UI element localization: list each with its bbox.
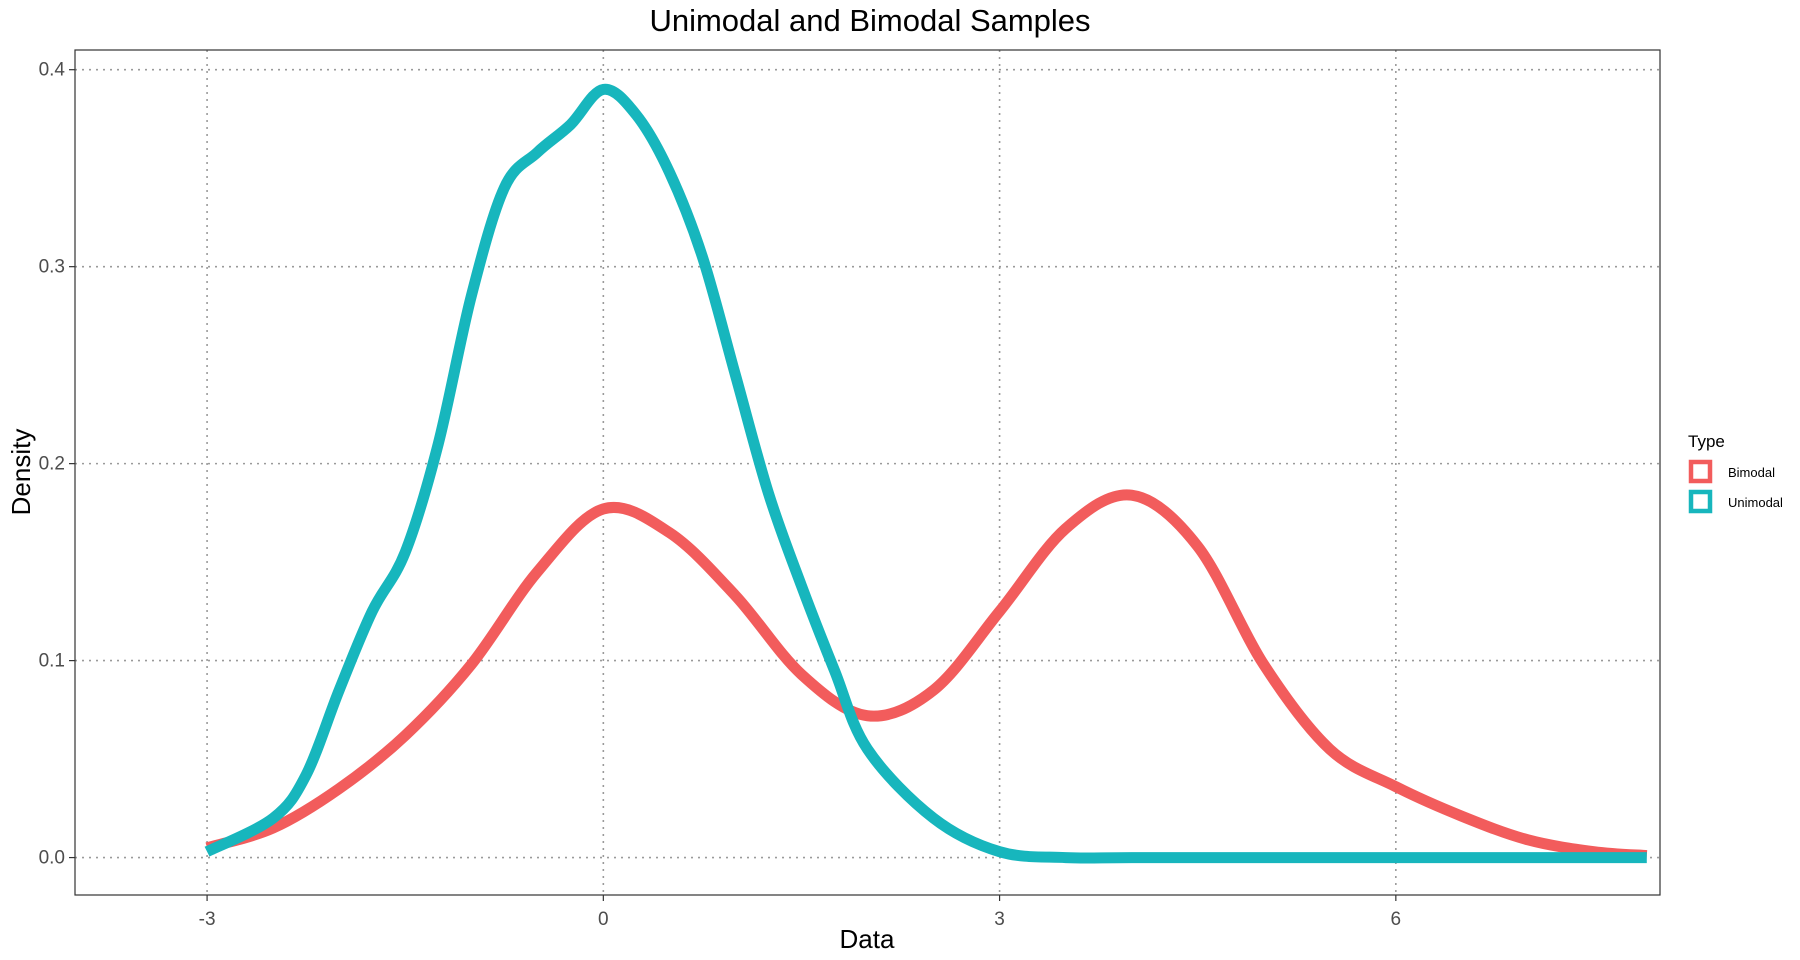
- x-tick-label: -3: [199, 909, 216, 930]
- y-tick-label: 0.3: [39, 257, 65, 278]
- y-tick-label: 0.2: [39, 454, 65, 475]
- x-axis-title: Data: [840, 924, 895, 954]
- series-lines: [204, 83, 1648, 864]
- legend-title: Type: [1688, 432, 1725, 451]
- legend-key-unimodal: [1688, 489, 1713, 514]
- series-line-unimodal: [204, 83, 1647, 864]
- legend-key-bimodal: [1688, 459, 1713, 484]
- y-tick-label: 0.0: [39, 848, 65, 869]
- legend-label-bimodal: Bimodal: [1728, 465, 1775, 480]
- y-tick-label: 0.4: [39, 60, 66, 81]
- x-tick-label: 6: [1391, 909, 1402, 930]
- plot-panel-border: [74, 49, 1661, 896]
- axes: -3 0 3 6 0.0 0.1 0.2 0.3 0.4: [39, 60, 1402, 930]
- series-line-bimodal: [205, 489, 1648, 862]
- chart-title: Unimodal and Bimodal Samples: [649, 3, 1090, 38]
- x-tick-label: 0: [598, 909, 609, 930]
- legend-label-unimodal: Unimodal: [1728, 495, 1783, 510]
- x-tick-label: 3: [994, 909, 1005, 930]
- y-tick-label: 0.1: [39, 651, 65, 672]
- grid-lines: [75, 50, 1660, 895]
- y-axis-title: Density: [6, 429, 36, 516]
- legend: Type Bimodal Unimodal: [1688, 432, 1783, 514]
